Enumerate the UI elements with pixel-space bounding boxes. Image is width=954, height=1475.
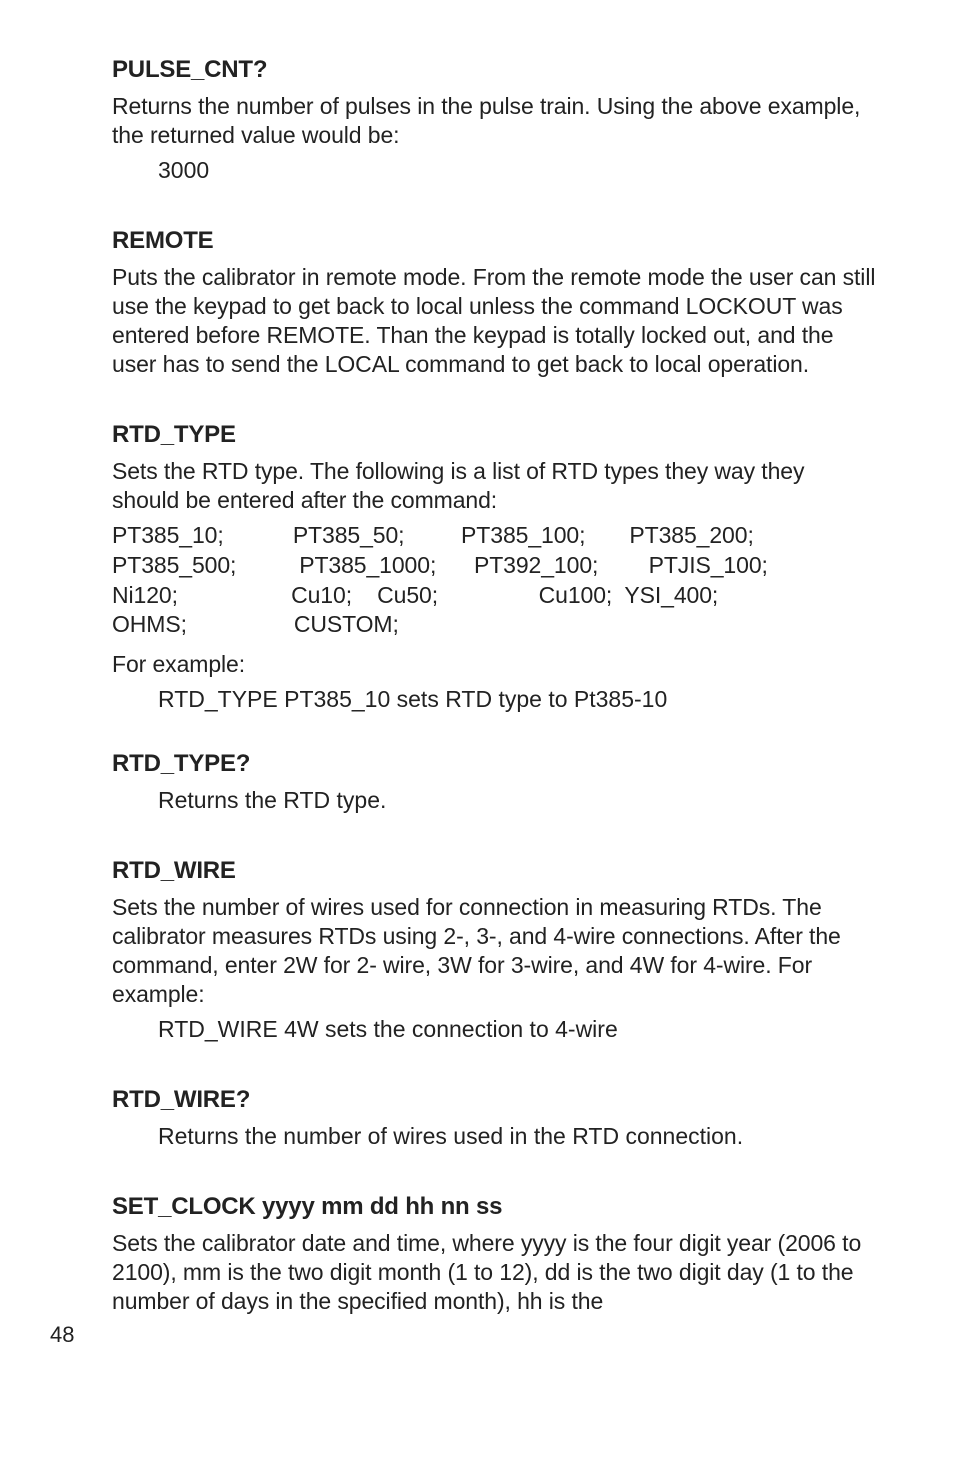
example-label: For example: <box>112 650 876 679</box>
section-rtd-type: RTD_TYPE Sets the RTD type. The followin… <box>112 421 876 714</box>
body-text: Sets the RTD type. The following is a li… <box>112 457 876 515</box>
page-number: 48 <box>50 1322 876 1348</box>
body-text: Sets the calibrator date and time, where… <box>112 1229 876 1316</box>
section-set-clock: SET_CLOCK yyyy mm dd hh nn ss Sets the c… <box>112 1193 876 1316</box>
rtd-list: PT385_10; PT385_50; PT385_100; PT385_200… <box>112 521 876 641</box>
body-text: Returns the RTD type. <box>112 786 876 815</box>
body-text: Puts the calibrator in remote mode. From… <box>112 263 876 379</box>
example-code: RTD_TYPE PT385_10 sets RTD type to Pt385… <box>112 685 876 714</box>
heading: RTD_TYPE <box>112 421 876 449</box>
code-output: RTD_WIRE 4W sets the connection to 4-wir… <box>112 1015 876 1044</box>
page-root: PULSE_CNT? Returns the number of pulses … <box>0 0 954 1370</box>
heading: SET_CLOCK yyyy mm dd hh nn ss <box>112 1193 876 1221</box>
rtd-row: OHMS; CUSTOM; <box>112 611 399 637</box>
heading: PULSE_CNT? <box>112 56 876 84</box>
body-text: Returns the number of wires used in the … <box>112 1122 876 1151</box>
section-rtd-type-q: RTD_TYPE? Returns the RTD type. <box>112 750 876 815</box>
section-remote: REMOTE Puts the calibrator in remote mod… <box>112 227 876 379</box>
code-output: 3000 <box>112 156 876 185</box>
section-rtd-wire: RTD_WIRE Sets the number of wires used f… <box>112 857 876 1044</box>
body-text: Returns the number of pulses in the puls… <box>112 92 876 150</box>
section-rtd-wire-q: RTD_WIRE? Returns the number of wires us… <box>112 1086 876 1151</box>
heading: REMOTE <box>112 227 876 255</box>
heading: RTD_WIRE <box>112 857 876 885</box>
heading: RTD_WIRE? <box>112 1086 876 1114</box>
heading: RTD_TYPE? <box>112 750 876 778</box>
rtd-row: PT385_500; PT385_1000; PT392_100; PTJIS_… <box>112 552 768 578</box>
rtd-row: Ni120; Cu10; Cu50; Cu100; YSI_400; <box>112 582 718 608</box>
section-pulse-cnt-q: PULSE_CNT? Returns the number of pulses … <box>112 56 876 185</box>
body-text: Sets the number of wires used for connec… <box>112 893 876 1009</box>
rtd-row: PT385_10; PT385_50; PT385_100; PT385_200… <box>112 522 754 548</box>
